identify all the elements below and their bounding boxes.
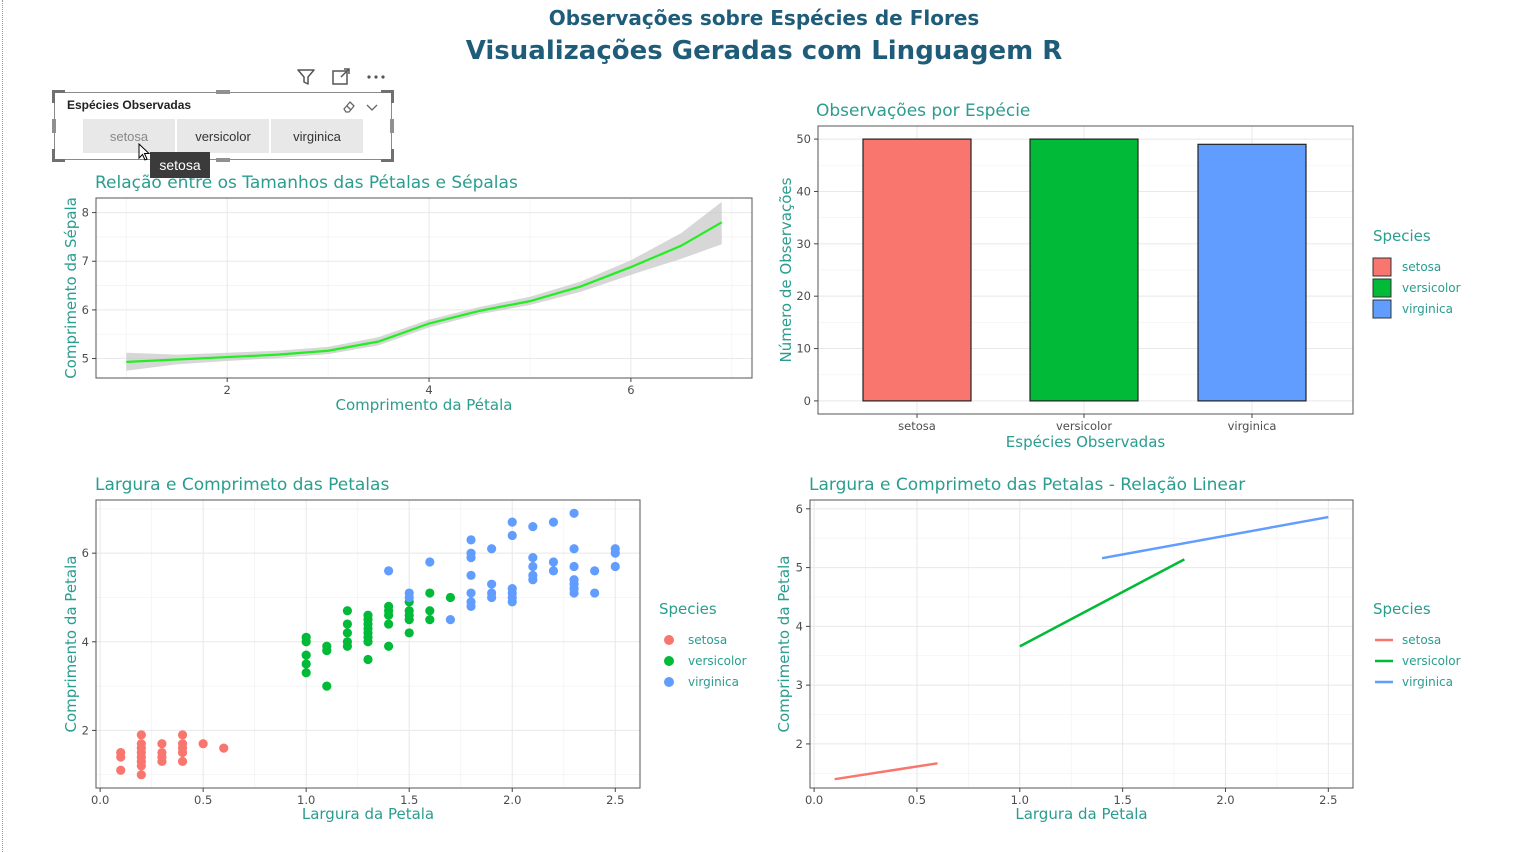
mouse-cursor-icon (138, 143, 151, 161)
y-tick-label: 6 (82, 303, 89, 317)
y-axis-label: Comprimento da Sépala (62, 197, 80, 379)
chart-title: Relação entre os Tamanhos das Pétalas e … (95, 173, 518, 193)
resize-handle[interactable] (216, 90, 230, 94)
y-tick-label: 7 (82, 254, 89, 268)
chevron-down-icon[interactable] (364, 99, 380, 115)
species-slicer[interactable]: Espécies Observadas setosa versicolor vi… (52, 90, 394, 162)
x-tick-label: 6 (627, 383, 634, 397)
resize-handle[interactable] (52, 90, 65, 103)
resize-handle[interactable] (381, 90, 394, 103)
resize-handle[interactable] (381, 149, 394, 162)
plot-panel (96, 198, 752, 378)
resize-handle[interactable] (52, 119, 56, 133)
slicer-option-setosa[interactable]: setosa (83, 119, 175, 153)
slicer-option-versicolor[interactable]: versicolor (177, 119, 269, 153)
plot-border (95, 197, 753, 379)
slicer-title: Espécies Observadas (67, 98, 192, 112)
resize-handle[interactable] (52, 149, 65, 162)
x-tick-label: 2 (224, 383, 231, 397)
resize-handle[interactable] (390, 119, 394, 133)
slicer-option-virginica[interactable]: virginica (271, 119, 363, 153)
page-border (2, 0, 3, 852)
x-axis-label: Comprimento da Pétala (336, 396, 513, 414)
y-tick-label: 5 (82, 352, 89, 366)
focus-mode-icon[interactable] (330, 66, 352, 88)
filter-icon[interactable] (295, 66, 317, 88)
report-title: Visualizações Geradas com Linguagem R (465, 36, 1063, 66)
eraser-icon[interactable] (341, 99, 357, 115)
smooth-line (126, 221, 723, 364)
x-tick-label: 4 (425, 383, 432, 397)
resize-handle[interactable] (216, 158, 230, 162)
report-supertitle: Observações sobre Espécies de Flores (548, 6, 980, 30)
more-options-icon[interactable] (365, 66, 387, 88)
slicer-tooltip: setosa (150, 152, 210, 178)
y-tick-label: 8 (82, 206, 89, 220)
